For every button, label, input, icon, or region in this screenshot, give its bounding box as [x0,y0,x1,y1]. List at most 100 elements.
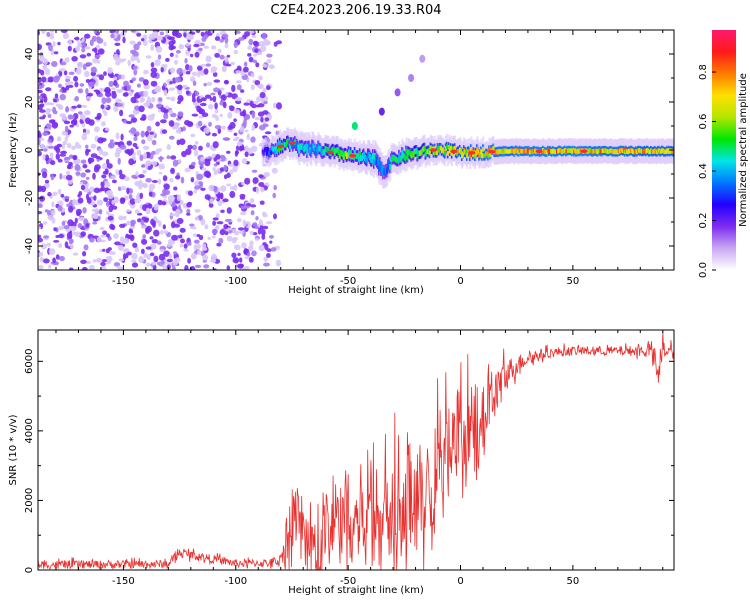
noise-speckle [197,249,202,255]
noise-speckle [198,47,203,52]
noise-speckle [116,89,123,93]
noise-speckle [168,109,174,115]
noise-speckle [221,33,229,39]
x-tick-label: -150 [112,576,135,587]
noise-speckle [262,123,269,128]
noise-speckle [85,223,90,228]
noise-speckle [272,102,277,109]
isolated-feature [408,74,415,82]
noise-speckle [226,235,233,242]
x-tick-label: -100 [224,276,247,287]
noise-speckle [65,75,71,80]
noise-speckle [264,243,269,251]
noise-speckle [193,233,197,237]
noise-speckle [175,175,181,180]
noise-speckle [150,71,157,78]
noise-speckle [169,67,176,74]
noise-speckle [117,74,123,80]
noise-speckle [177,95,184,102]
noise-speckle [75,46,81,52]
noise-speckle [71,105,77,109]
noise-speckle [186,208,191,214]
noise-speckle [253,101,259,104]
noise-speckle [248,150,253,155]
noise-speckle [43,148,48,152]
signal-core-slice [475,150,478,156]
noise-speckle [58,243,63,249]
noise-speckle [82,180,88,185]
noise-speckle [258,182,265,187]
noise-speckle [46,31,51,37]
y-tick-label: 40 [24,48,35,61]
noise-speckle [229,190,236,199]
noise-speckle [53,51,59,55]
noise-speckle [138,77,145,82]
noise-speckle [229,105,235,112]
noise-speckle [38,203,43,208]
colorbar-gradient [712,30,736,270]
noise-speckle [132,109,139,115]
y-tick-label: 0 [24,567,35,573]
noise-speckle [203,264,210,269]
noise-speckle [211,235,216,239]
noise-speckle [89,186,95,193]
noise-speckle [215,154,221,160]
x-tick-label: 0 [457,276,463,287]
noise-speckle [147,203,153,209]
colorbar-tick-label: 0.6 [698,114,709,130]
noise-speckle [93,30,97,35]
noise-speckle [55,147,61,154]
signal-peak [277,144,285,149]
signal-core-slice [428,150,431,156]
noise-speckle [225,91,229,97]
noise-speckle [238,145,243,152]
noise-speckle [240,211,247,216]
noise-speckle [69,124,74,128]
noise-speckle [101,174,107,179]
noise-speckle [253,53,258,57]
spectrogram-y-axis-label: Frequency (Hz) [8,112,19,188]
noise-speckle [101,97,107,105]
noise-speckle [262,110,269,115]
noise-speckle [145,55,152,59]
noise-speckle [42,171,48,179]
noise-speckle [77,197,84,204]
noise-speckle [211,132,218,137]
noise-speckle [50,261,58,265]
signal-core-slice [448,148,452,154]
noise-speckle [134,246,140,253]
noise-speckle [199,182,204,187]
noise-speckle [119,223,126,228]
signal-core-slice [349,150,352,156]
noise-speckle [239,257,243,263]
signal-core-slice [404,155,407,161]
noise-speckle [111,87,116,91]
noise-speckle [45,108,51,115]
noise-speckle [151,150,156,155]
noise-speckle [218,237,224,244]
noise-speckle [173,251,178,255]
noise-speckle [128,227,133,234]
noise-speckle [226,265,230,270]
noise-speckle [41,30,46,34]
noise-speckle [183,243,188,249]
signal-core-slice [277,147,281,153]
noise-speckle [98,74,105,81]
noise-speckle [160,66,164,73]
signal-core [261,138,674,176]
noise-speckle [252,40,259,46]
signal-core-slice [398,152,401,159]
noise-speckle [64,136,68,142]
noise-speckle [61,30,68,33]
noise-speckle [180,176,185,184]
signal-core-slice [406,154,409,160]
noise-speckle [234,136,240,140]
noise-speckle [128,114,135,118]
noise-speckle [96,37,104,44]
noise-speckle [108,205,114,213]
signal-core-slice [388,160,391,167]
noise-speckle [222,101,227,109]
noise-speckle [260,229,266,236]
noise-speckle [138,256,145,263]
noise-speckle [85,193,90,201]
